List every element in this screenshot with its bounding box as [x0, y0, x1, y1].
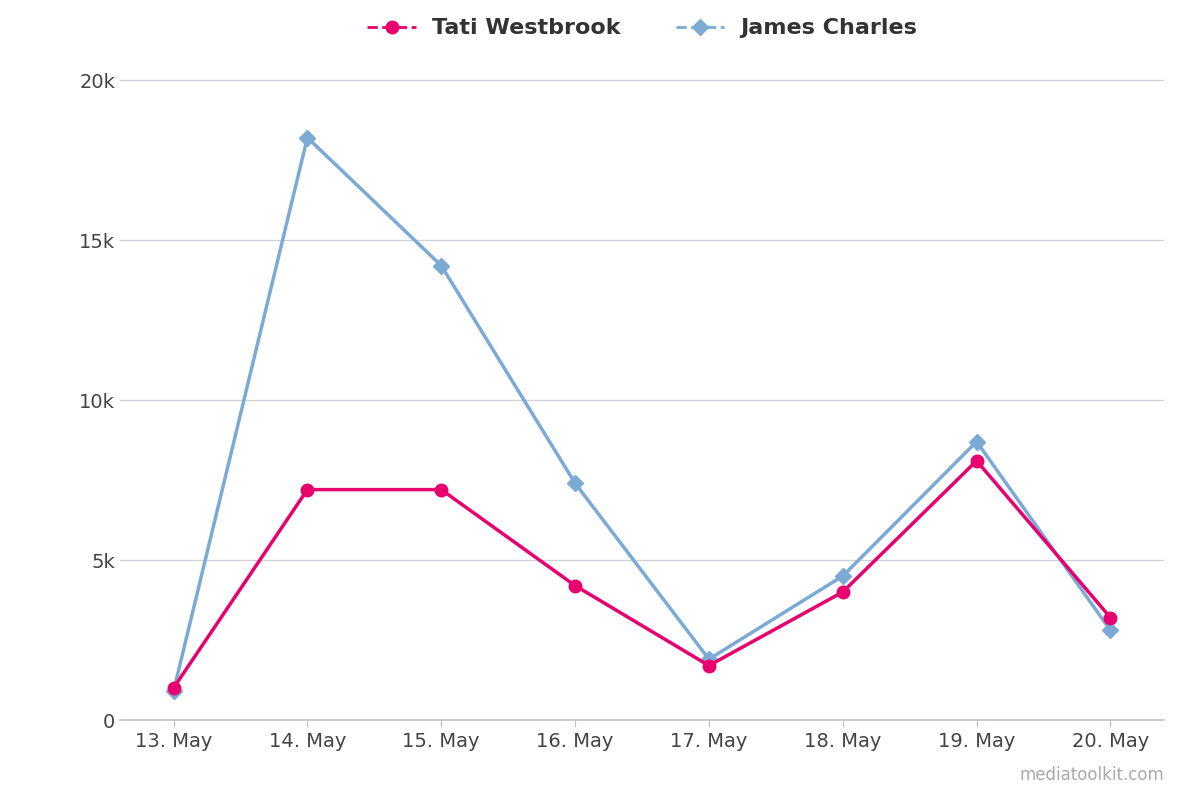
Text: mediatoolkit.com: mediatoolkit.com	[1019, 766, 1164, 784]
Legend: Tati Westbrook, James Charles: Tati Westbrook, James Charles	[359, 10, 925, 47]
